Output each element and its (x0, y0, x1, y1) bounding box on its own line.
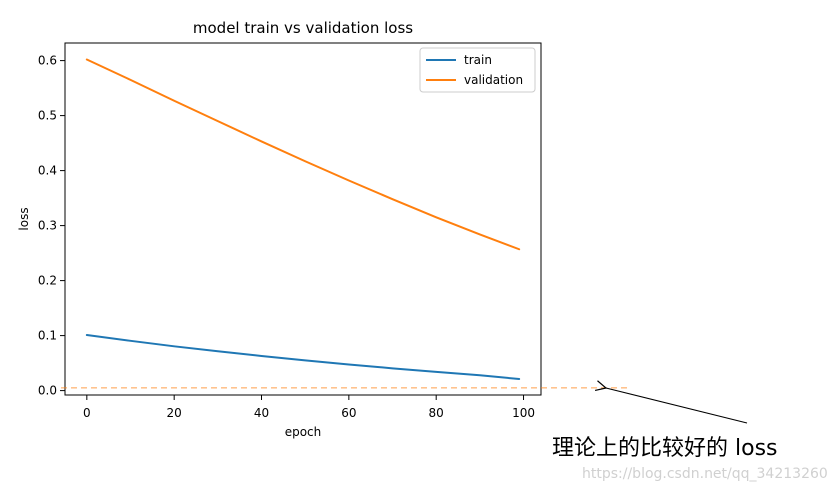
y-axis-ticks: 0.0 0.1 0.2 0.3 0.4 0.5 0.6 (38, 54, 65, 398)
y-tick-label: 0.6 (38, 54, 57, 68)
x-axis-ticks: 0 20 40 60 80 100 (83, 395, 535, 420)
y-tick-label: 0.4 (38, 164, 57, 178)
x-axis-label: epoch (285, 425, 322, 439)
annotation-arrow (606, 388, 748, 424)
x-tick-label: 80 (429, 406, 444, 420)
x-tick-label: 20 (167, 406, 182, 420)
legend-label-train: train (464, 53, 492, 67)
y-tick-label: 0.2 (38, 274, 57, 288)
y-axis-label: loss (17, 207, 31, 230)
series-validation-line (85, 58, 521, 251)
y-tick-label: 0.3 (38, 219, 57, 233)
legend-label-validation: validation (464, 73, 523, 87)
y-tick-label: 0.1 (38, 329, 57, 343)
chart-title: model train vs validation loss (193, 19, 413, 37)
x-tick-label: 0 (83, 406, 91, 420)
x-tick-label: 100 (512, 406, 535, 420)
annotation-text: 理论上的比较好的 loss (552, 436, 778, 461)
x-tick-label: 60 (341, 406, 356, 420)
plot-area (64, 42, 542, 396)
series-layer (85, 58, 521, 381)
series-train-line (85, 334, 521, 381)
y-tick-label: 0.5 (38, 109, 57, 123)
legend: train validation (419, 47, 536, 93)
y-tick-label: 0.0 (38, 384, 57, 398)
watermark: https://blog.csdn.net/qq_34213260 (582, 466, 827, 482)
x-tick-label: 40 (254, 406, 269, 420)
